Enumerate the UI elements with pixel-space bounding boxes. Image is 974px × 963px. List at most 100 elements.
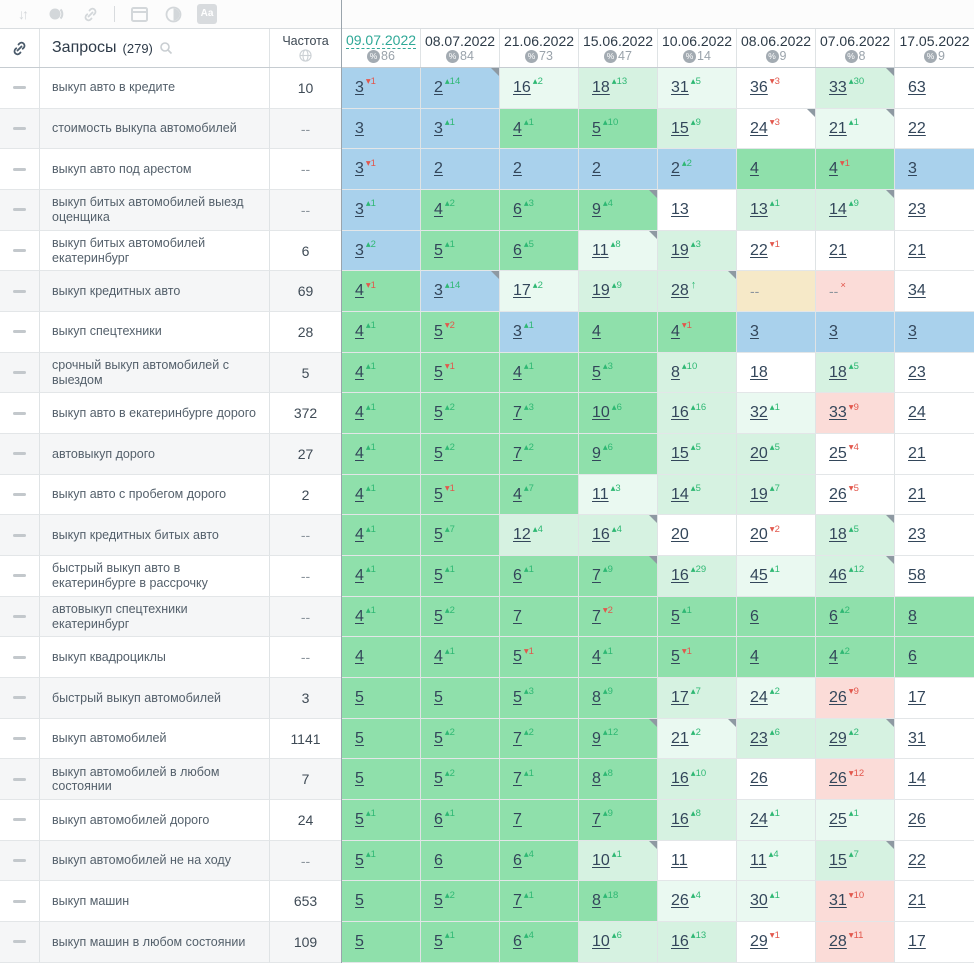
position-link[interactable]: 5: [434, 932, 443, 950]
position-cell[interactable]: 17 ▴7: [658, 678, 737, 719]
position-link[interactable]: 4: [355, 322, 364, 340]
position-cell[interactable]: 8 ▴18: [579, 881, 658, 923]
position-cell[interactable]: 15 ▴5: [658, 434, 737, 475]
position-cell[interactable]: 5 ▴1: [658, 596, 737, 638]
position-link[interactable]: 19: [750, 485, 768, 503]
position-cell[interactable]: 22: [895, 840, 974, 882]
position-cell[interactable]: 5: [342, 759, 421, 801]
position-link[interactable]: 4: [355, 485, 364, 503]
position-link[interactable]: 23: [908, 200, 926, 218]
position-cell[interactable]: 34: [895, 271, 974, 313]
position-link[interactable]: 23: [908, 363, 926, 381]
position-cell[interactable]: 26: [737, 759, 816, 801]
position-link[interactable]: 36: [750, 78, 768, 96]
query-name[interactable]: выкуп кредитных битых авто: [40, 515, 270, 557]
query-name[interactable]: выкуп битых автомобилей выезд оценщика: [40, 190, 270, 231]
position-link[interactable]: 17: [908, 688, 926, 706]
position-link[interactable]: 2: [592, 160, 601, 178]
position-cell[interactable]: 4: [737, 637, 816, 679]
position-link[interactable]: 26: [671, 892, 689, 910]
row-handle[interactable]: [0, 515, 40, 557]
row-handle[interactable]: [0, 718, 40, 760]
position-link[interactable]: 6: [513, 200, 522, 218]
position-cell[interactable]: 3: [342, 108, 421, 150]
position-cell[interactable]: 15 ▴9: [658, 108, 737, 150]
date-column-header[interactable]: 08.07.2022% 84: [421, 29, 500, 67]
position-cell[interactable]: 21: [895, 474, 974, 516]
position-cell[interactable]: 28 ▾11: [816, 922, 895, 963]
position-cell[interactable]: 8 ▴8: [579, 759, 658, 801]
position-link[interactable]: 6: [513, 566, 522, 584]
position-link[interactable]: 5: [355, 770, 364, 788]
position-cell[interactable]: 4: [342, 637, 421, 679]
position-link[interactable]: 10: [592, 851, 610, 869]
position-link[interactable]: 3: [750, 322, 759, 340]
position-cell[interactable]: 5 ▴3: [579, 352, 658, 394]
position-link[interactable]: 11: [750, 851, 767, 869]
position-link[interactable]: 11: [592, 241, 609, 259]
query-name[interactable]: выкуп машин: [40, 881, 270, 923]
position-link[interactable]: 17: [513, 282, 531, 300]
position-cell[interactable]: 5 ▴2: [421, 759, 500, 801]
position-cell[interactable]: 26 ▴4: [658, 881, 737, 923]
position-cell[interactable]: 4 ▴1: [342, 474, 421, 516]
position-link[interactable]: 5: [434, 322, 443, 340]
row-handle[interactable]: [0, 637, 40, 679]
position-link[interactable]: 5: [434, 688, 443, 706]
position-link[interactable]: 8: [908, 607, 917, 625]
position-cell[interactable]: 21: [895, 881, 974, 923]
position-cell[interactable]: 16 ▴29: [658, 556, 737, 597]
position-cell[interactable]: 26 ▾12: [816, 759, 895, 801]
position-cell[interactable]: 2: [579, 149, 658, 191]
position-link[interactable]: 21: [671, 729, 689, 747]
position-link[interactable]: 4: [592, 322, 601, 340]
position-link[interactable]: 58: [908, 566, 926, 584]
position-link[interactable]: 5: [355, 810, 364, 828]
position-link[interactable]: 26: [829, 688, 847, 706]
position-cell[interactable]: 16 ▴2: [500, 68, 579, 109]
position-link[interactable]: 17: [671, 688, 689, 706]
position-link[interactable]: 7: [513, 892, 522, 910]
position-cell[interactable]: 3 ▴14: [421, 271, 500, 313]
position-link[interactable]: 8: [592, 770, 601, 788]
position-cell[interactable]: 6: [895, 637, 974, 679]
position-cell[interactable]: 26 ▾5: [816, 474, 895, 516]
position-cell[interactable]: 20 ▴5: [737, 434, 816, 475]
position-cell[interactable]: 19 ▴3: [658, 230, 737, 272]
position-link[interactable]: 32: [750, 404, 768, 422]
position-cell[interactable]: 11: [658, 840, 737, 882]
position-link[interactable]: 14: [671, 485, 689, 503]
query-name[interactable]: срочный выкуп автомобилей с выездом: [40, 352, 270, 394]
position-link[interactable]: 3: [434, 119, 443, 137]
position-cell[interactable]: 31 ▾10: [816, 881, 895, 923]
position-cell[interactable]: 11 ▴4: [737, 840, 816, 882]
position-cell[interactable]: 5 ▴3: [500, 678, 579, 719]
position-link[interactable]: 7: [513, 770, 522, 788]
position-cell[interactable]: 4 ▴1: [342, 434, 421, 475]
query-name[interactable]: выкуп автомобилей в любом состоянии: [40, 759, 270, 801]
position-cell[interactable]: 11 ▴8: [579, 230, 658, 272]
position-link[interactable]: 25: [829, 444, 847, 462]
position-cell[interactable]: 31: [895, 718, 974, 760]
position-cell[interactable]: 5 ▴2: [421, 881, 500, 923]
position-cell[interactable]: 13 ▴1: [737, 190, 816, 231]
position-link[interactable]: 24: [750, 119, 768, 137]
position-cell[interactable]: 16 ▴13: [658, 922, 737, 963]
position-cell[interactable]: 6 ▴4: [500, 840, 579, 882]
position-link[interactable]: 5: [513, 688, 522, 706]
position-link[interactable]: 4: [750, 648, 759, 666]
position-cell[interactable]: 3: [895, 312, 974, 353]
position-link[interactable]: 5: [355, 688, 364, 706]
position-link[interactable]: 5: [355, 851, 364, 869]
position-link[interactable]: 4: [829, 160, 838, 178]
position-link[interactable]: 7: [513, 810, 522, 828]
position-link[interactable]: 26: [750, 770, 768, 788]
position-link[interactable]: 7: [513, 444, 522, 462]
position-cell[interactable]: 4 ▾1: [342, 271, 421, 313]
font-case-icon[interactable]: Aa: [197, 4, 217, 24]
position-link[interactable]: 22: [908, 851, 926, 869]
row-handle[interactable]: [0, 556, 40, 597]
position-link[interactable]: 6: [513, 932, 522, 950]
position-link[interactable]: 21: [908, 444, 926, 462]
row-handle[interactable]: [0, 190, 40, 231]
